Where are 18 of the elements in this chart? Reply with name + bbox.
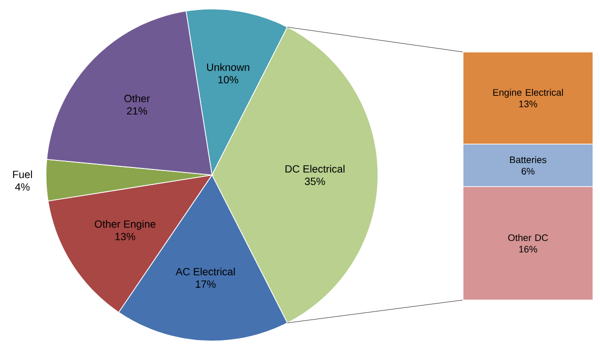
- series-label: Other DC: [508, 234, 548, 242]
- data-label: 13%: [519, 100, 538, 108]
- data-label: 13%: [115, 232, 136, 240]
- data-label: 35%: [304, 178, 326, 186]
- data-label: 10%: [218, 76, 238, 84]
- data-label: 21%: [127, 107, 148, 115]
- series-label: Batteries: [510, 156, 546, 164]
- slice-label: AC Electrical: [176, 268, 235, 276]
- slice-label: DC Electrical: [286, 164, 344, 173]
- series-label: Engine Electrical: [493, 88, 563, 98]
- data-label: 4%: [15, 183, 30, 191]
- slice-label: Other: [124, 94, 150, 102]
- data-label: 6%: [522, 168, 535, 175]
- data-label: 17%: [196, 280, 216, 288]
- slice-label: Fuel: [13, 170, 32, 178]
- data-label: 16%: [519, 246, 538, 253]
- slice-label: Other Engine: [94, 220, 156, 230]
- slice-label: Unknown: [207, 63, 250, 71]
